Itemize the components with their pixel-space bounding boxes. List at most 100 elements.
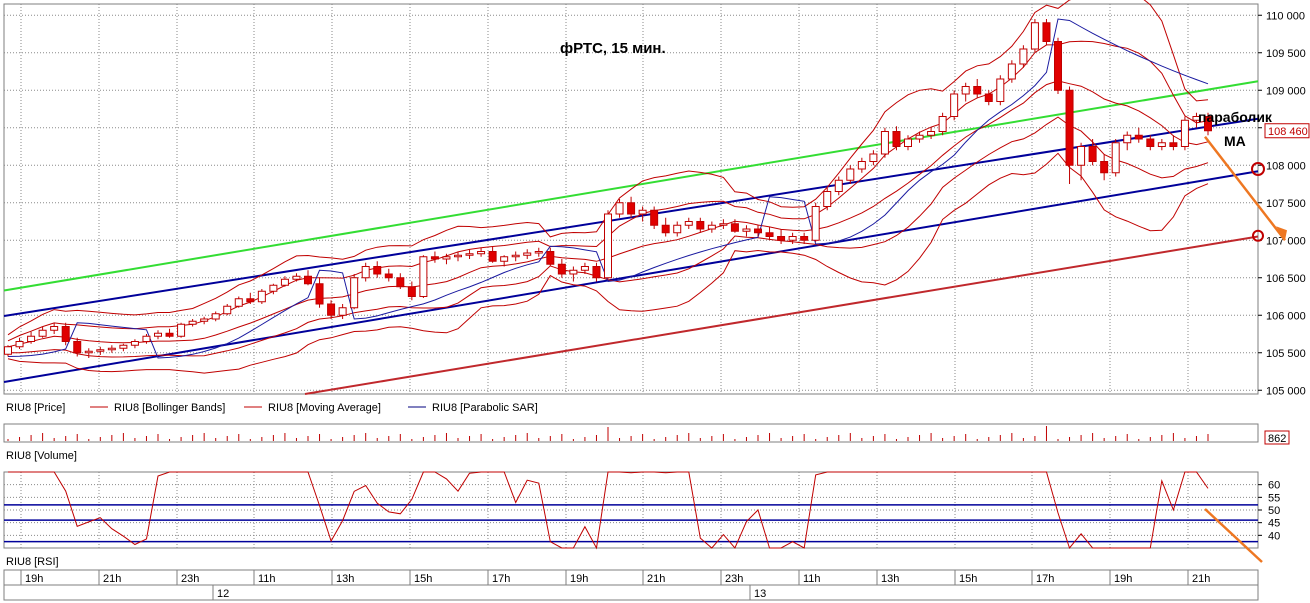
candle-down bbox=[765, 232, 774, 237]
bollinger-inner-lower-line bbox=[8, 116, 1209, 358]
candle-up bbox=[1077, 146, 1086, 166]
chart-title: фРТС, 15 мин. bbox=[560, 40, 666, 57]
candle-up bbox=[673, 224, 682, 234]
candle-down bbox=[730, 223, 739, 232]
candle-up bbox=[1030, 22, 1039, 50]
candle-down bbox=[696, 221, 705, 230]
candle-down bbox=[592, 266, 601, 279]
candle-down bbox=[1042, 22, 1051, 42]
forecast-arrow-head bbox=[1276, 226, 1287, 241]
forecast-arrow bbox=[1204, 135, 1286, 242]
candle-up bbox=[534, 251, 543, 254]
candle-up bbox=[950, 93, 959, 117]
candle-up bbox=[996, 78, 1005, 102]
time-tick-label: 17h bbox=[1036, 573, 1054, 585]
candle-down bbox=[1054, 41, 1062, 91]
candle-up bbox=[223, 305, 232, 315]
candle-up bbox=[523, 252, 532, 256]
candle-up bbox=[811, 206, 820, 241]
candle-up bbox=[338, 307, 347, 316]
candle-down bbox=[754, 228, 762, 234]
last-price-box bbox=[1264, 123, 1310, 139]
candle-down bbox=[488, 251, 497, 262]
time-tick-label: 13h bbox=[881, 573, 899, 585]
target-circle-lower bbox=[1252, 229, 1264, 242]
candle-down bbox=[650, 209, 659, 226]
candle-up bbox=[442, 256, 451, 260]
candle-up bbox=[915, 134, 924, 140]
candle-down bbox=[661, 224, 670, 234]
candle-down bbox=[800, 236, 809, 241]
time-tick-label: 21h bbox=[647, 573, 665, 585]
candle-down bbox=[1204, 116, 1212, 132]
candle-up bbox=[465, 253, 474, 256]
time-tick-label: 21h bbox=[1192, 573, 1210, 585]
candle-up bbox=[869, 153, 878, 162]
price-tick-label: 107 500 bbox=[1266, 198, 1306, 210]
candle-up bbox=[846, 168, 855, 181]
candle-down bbox=[430, 256, 439, 260]
candle-up bbox=[707, 224, 716, 230]
candle-up bbox=[1019, 48, 1028, 65]
candle-up bbox=[961, 86, 970, 95]
volume-last-label: 862 bbox=[1268, 433, 1286, 445]
candle-up bbox=[200, 318, 209, 322]
candle-up bbox=[15, 341, 24, 348]
candle-up bbox=[361, 266, 370, 279]
candle-up bbox=[857, 161, 866, 170]
candle-up bbox=[130, 341, 139, 346]
candle-down bbox=[61, 326, 70, 342]
rsi-tick-label: 40 bbox=[1268, 530, 1280, 542]
price-tick-label: 106 500 bbox=[1266, 273, 1306, 285]
candle-up bbox=[1123, 134, 1132, 144]
candle-up bbox=[615, 202, 624, 215]
candle-up bbox=[280, 278, 289, 286]
annotation-parabolic: параболик bbox=[1198, 109, 1273, 125]
candle-up bbox=[84, 350, 93, 354]
candle-up bbox=[142, 335, 151, 342]
candle-up bbox=[154, 332, 162, 337]
rsi-tick-label: 45 bbox=[1268, 518, 1280, 530]
candle-up bbox=[938, 116, 947, 132]
time-tick-label: 19h bbox=[1114, 573, 1132, 585]
candle-up bbox=[788, 236, 797, 241]
candle-up bbox=[1192, 116, 1201, 121]
time-tick-label: 11h bbox=[258, 573, 276, 585]
candle-up bbox=[604, 213, 612, 279]
price-tick-label: 105 500 bbox=[1266, 348, 1306, 360]
candle-down bbox=[1100, 161, 1109, 174]
legend-entry: RIU8 [Volume] bbox=[6, 450, 77, 462]
price-tick-label: 107 000 bbox=[1266, 235, 1306, 247]
date-label: 13 bbox=[754, 588, 766, 600]
candle-up bbox=[1157, 142, 1166, 147]
candle-up bbox=[880, 131, 889, 155]
candle-up bbox=[834, 179, 843, 192]
candle-up bbox=[454, 254, 462, 258]
price-tick-label: 109 000 bbox=[1266, 85, 1306, 97]
candle-down bbox=[384, 273, 393, 279]
candle-down bbox=[892, 131, 901, 147]
time-tick-label: 15h bbox=[959, 573, 977, 585]
price-tick-label: 109 500 bbox=[1266, 48, 1306, 60]
rsi-forecast-arrow bbox=[1204, 508, 1263, 563]
candle-up bbox=[96, 349, 105, 352]
candle-up bbox=[1007, 63, 1016, 80]
time-tick-label: 21h bbox=[103, 573, 121, 585]
candle-up bbox=[257, 290, 266, 303]
candle-down bbox=[327, 303, 336, 316]
candle-up bbox=[927, 131, 936, 136]
candle-up bbox=[269, 284, 278, 292]
candle-up bbox=[107, 347, 116, 351]
date-label: 12 bbox=[217, 588, 229, 600]
volume-panel bbox=[3, 423, 1259, 443]
candle-up bbox=[477, 251, 486, 255]
candle-up bbox=[742, 228, 751, 232]
rsi-tick-label: 60 bbox=[1268, 480, 1280, 492]
candle-down bbox=[1169, 142, 1178, 147]
candle-down bbox=[73, 341, 82, 354]
candle-down bbox=[165, 332, 174, 337]
candle-down bbox=[557, 263, 566, 275]
candle-down bbox=[304, 275, 312, 285]
price-tick-label: 105 000 bbox=[1266, 385, 1306, 397]
